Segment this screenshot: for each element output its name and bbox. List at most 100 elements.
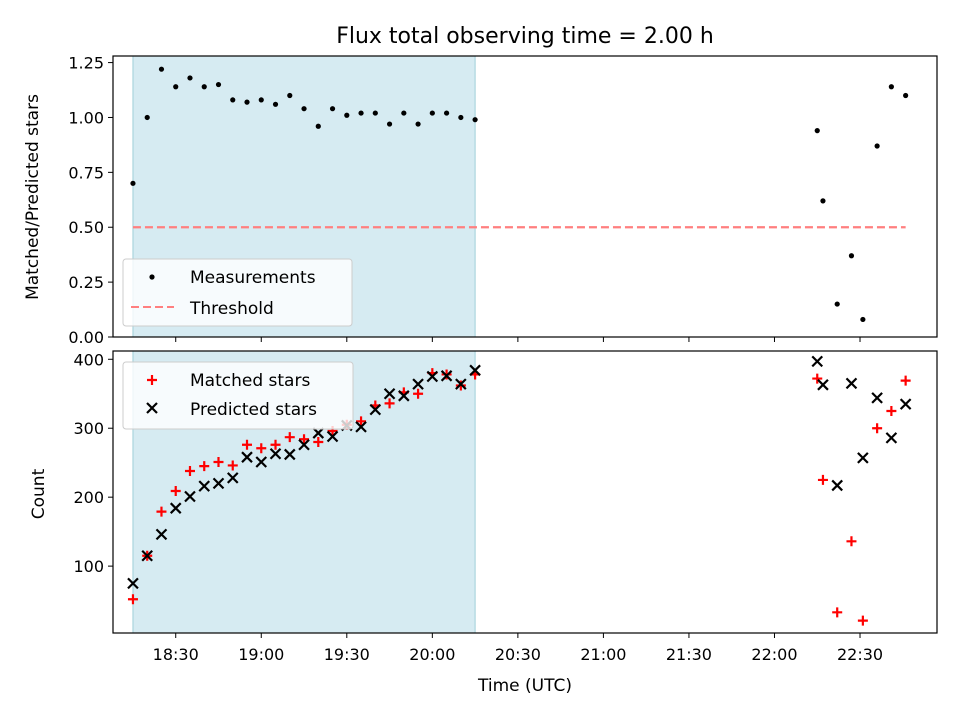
matched-star-point — [817, 474, 828, 485]
measurement-point — [386, 121, 393, 127]
count-x-ticks: 18:30 19:00 19:30 20:00 20:30 21:00 21:30 22:00… — [153, 633, 883, 664]
measurement-point — [372, 110, 378, 116]
predicted-star-point — [155, 528, 168, 541]
measurement-point — [472, 117, 478, 123]
count-axes-frame — [112, 350, 938, 634]
predicted-star-point — [127, 577, 139, 590]
predicted-star-point — [817, 379, 829, 391]
measurement-point — [173, 84, 179, 90]
matched-star-point — [846, 536, 857, 547]
predicted-star-point — [269, 447, 282, 460]
matched-star-point — [256, 443, 267, 454]
x-tick-label: 21:30 — [666, 645, 712, 664]
predicted-star-point — [226, 472, 239, 484]
matched-star-point — [270, 439, 281, 450]
measurement-point — [258, 97, 264, 103]
predicted-star-point — [426, 370, 439, 383]
predicted-star-point — [383, 387, 396, 400]
count-panel: 100 200 300 400 18:30 19:00 19:30 20:00 20:30 21… — [29, 350, 938, 696]
legend-predicted-label: Predicted stars — [190, 400, 317, 420]
measurement-point — [187, 75, 193, 81]
measurement-point — [301, 106, 307, 112]
matched-star-point — [313, 437, 324, 448]
measurement-point — [215, 81, 222, 88]
legend-measurements-label: Measurements — [190, 268, 316, 288]
predicted-star-point — [198, 480, 211, 492]
measurement-point — [358, 110, 364, 116]
matched-star-point — [156, 506, 167, 517]
predicted-star-point — [885, 432, 898, 444]
predicted-star-point — [241, 451, 253, 463]
y-tick-label: 0.00 — [68, 328, 104, 347]
measurement-point — [820, 198, 826, 204]
predicted-star-point — [845, 377, 858, 390]
count-y-axis-label: Count — [29, 468, 49, 519]
y-tick-label: 200 — [73, 488, 104, 507]
measurement-point — [401, 110, 407, 116]
y-tick-label: 0.25 — [68, 273, 104, 292]
matched-star-point — [242, 439, 253, 450]
predicted-star-point — [283, 448, 296, 461]
count-legend-box — [122, 361, 354, 430]
predicted-star-point — [871, 392, 883, 404]
predicted-star-point — [899, 398, 912, 410]
matched-star-point — [127, 594, 138, 605]
ratio-y-axis-label: Matched/Predicted stars — [23, 94, 43, 300]
matched-star-point — [832, 607, 843, 618]
matched-star-point — [900, 375, 911, 386]
measurement-point — [315, 123, 321, 129]
measurement-point — [287, 92, 293, 99]
y-tick-label: 0.75 — [68, 163, 104, 182]
matched-star-point — [384, 398, 395, 409]
ratio-marks — [130, 66, 909, 323]
predicted-star-point — [184, 490, 196, 503]
x-tick-label: 20:30 — [495, 645, 541, 664]
matched-star-point — [227, 460, 238, 471]
measurement-point — [429, 110, 435, 116]
ratio-legend-box — [122, 258, 353, 327]
matched-star-point — [886, 405, 897, 416]
count-marks — [127, 355, 912, 626]
y-tick-label: 300 — [73, 419, 104, 438]
y-tick-label: 1.00 — [68, 108, 104, 127]
x-tick-label: 22:30 — [837, 645, 883, 664]
legend-predicted-marker — [146, 402, 158, 414]
predicted-star-point — [455, 378, 467, 390]
legend-matched-marker — [147, 375, 157, 385]
legend-threshold-label: Threshold — [189, 299, 274, 319]
ratio-x-ticks — [175, 337, 861, 342]
predicted-star-point — [831, 479, 843, 492]
predicted-star-point — [369, 403, 382, 416]
y-tick-label: 400 — [73, 350, 104, 369]
matched-star-point — [413, 388, 424, 399]
measurement-point — [144, 114, 150, 121]
x-tick-label: 22:00 — [751, 645, 797, 664]
legend-measurements-marker — [149, 274, 155, 280]
measurement-point — [874, 143, 880, 149]
measurement-point — [903, 92, 909, 99]
predicted-star-point — [398, 390, 410, 402]
ratio-legend: Measurements Threshold — [122, 258, 353, 327]
measurement-point — [244, 99, 250, 105]
matched-star-point — [872, 423, 883, 434]
matched-star-point — [170, 485, 181, 496]
measurement-point — [272, 101, 279, 107]
count-legend: Matched stars Predicted stars — [122, 361, 354, 430]
measurement-point — [834, 301, 840, 307]
x-tick-label: 18:30 — [153, 645, 199, 664]
x-tick-label: 20:00 — [409, 645, 455, 664]
predicted-star-point — [440, 370, 453, 382]
predicted-star-point — [141, 550, 153, 562]
measurement-point — [860, 316, 866, 323]
predicted-star-point — [255, 456, 268, 468]
measurement-point — [458, 114, 464, 121]
matched-star-point — [284, 432, 295, 443]
predicted-star-point — [857, 452, 869, 464]
measurement-point — [814, 128, 820, 134]
x-axis-label: Time (UTC) — [477, 676, 572, 696]
predicted-star-point — [169, 502, 182, 514]
ratio-y-ticks: 0.00 0.25 0.50 0.75 1.00 1.25 — [68, 54, 113, 347]
predicted-star-point — [326, 430, 339, 443]
y-tick-label: 100 — [73, 557, 104, 576]
measurement-point — [130, 180, 136, 186]
